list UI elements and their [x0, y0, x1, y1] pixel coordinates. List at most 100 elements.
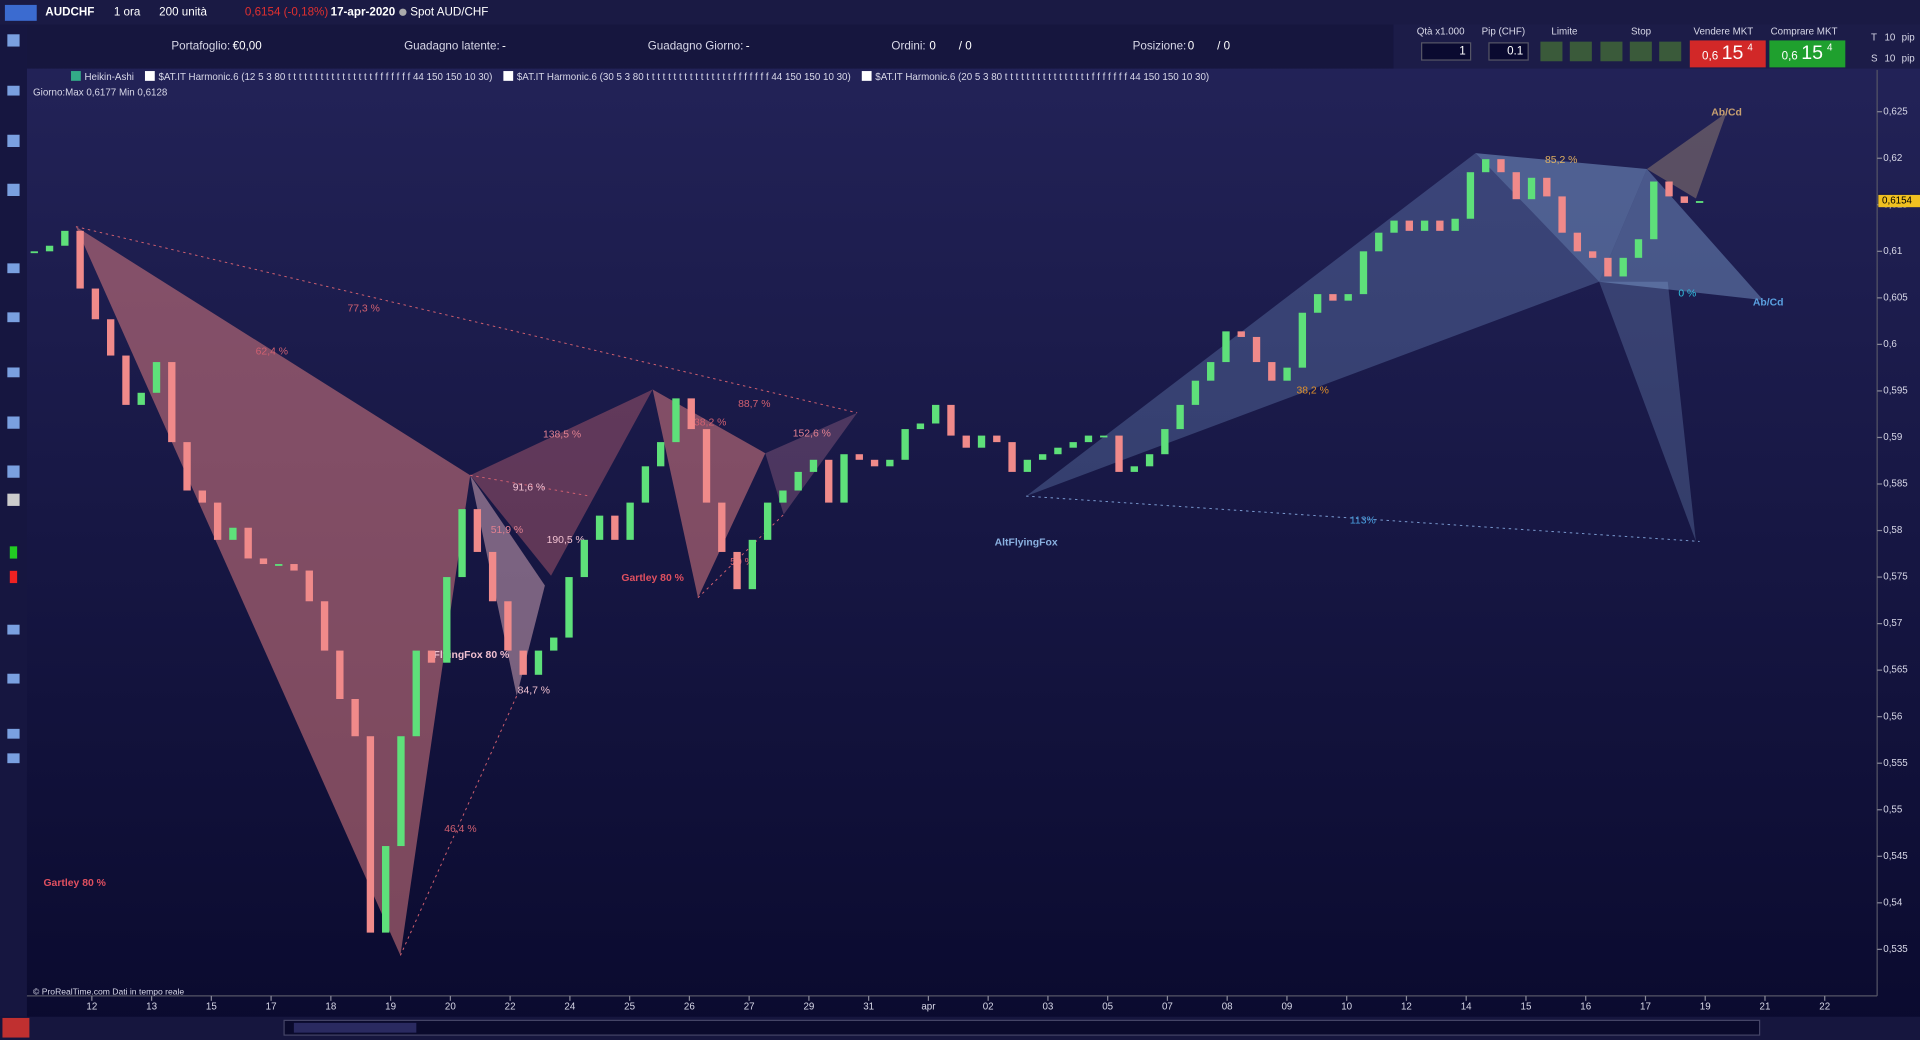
legend-swatch: [144, 71, 155, 81]
sell-button[interactable]: [1689, 40, 1766, 68]
x-tick-label: 17: [266, 1002, 277, 1013]
symbol[interactable]: AUDCHF: [45, 5, 94, 18]
legend-entry: $AT.IT Harmonic.6 (20 5 3 80 t t t t t t…: [875, 72, 1209, 83]
candle: [687, 398, 695, 430]
candle: [672, 398, 680, 443]
candle: [168, 362, 176, 443]
pattern-label: AltFlyingFox: [995, 537, 1058, 548]
annotation: 62,4 %: [256, 346, 288, 357]
button[interactable]: [1600, 41, 1623, 62]
tool-icons[interactable]: [7, 34, 20, 764]
candle: [1038, 454, 1047, 460]
candle: [1176, 404, 1184, 430]
price-suffix: 4: [1827, 42, 1833, 53]
candle: [840, 454, 848, 503]
candle: [1222, 331, 1230, 363]
candle: [1665, 181, 1673, 197]
qty-input[interactable]: [1421, 42, 1472, 61]
candle: [1359, 251, 1368, 295]
annotations: 77,3 % 62,4 % 138,5 % 91,6 % 51,9 % 190,…: [43, 107, 1783, 889]
candle: [305, 570, 313, 602]
candle: [122, 355, 130, 405]
candle: [1023, 459, 1032, 472]
candle: [550, 637, 558, 651]
y-tick-label: 0,55: [1883, 804, 1903, 815]
timeframe[interactable]: 1 ora: [114, 5, 141, 18]
annotation: 0 %: [1678, 289, 1696, 300]
button[interactable]: [1629, 41, 1652, 62]
label: T: [1871, 33, 1877, 44]
price-tag: [1878, 194, 1920, 208]
price-tag-label: 0,6154: [1882, 196, 1912, 207]
y-tick-label: 0,58: [1883, 525, 1903, 536]
y-tick-label: 0,565: [1883, 665, 1908, 676]
label: Stop: [1631, 26, 1652, 37]
value: 0: [929, 40, 936, 53]
y-tick-label: 0,575: [1883, 572, 1908, 583]
candle: [259, 558, 268, 565]
price-prefix: 0,6: [1702, 49, 1718, 62]
button[interactable]: [1659, 41, 1682, 62]
units[interactable]: 200 unità: [159, 5, 207, 18]
toolbar: [0, 0, 1920, 25]
button[interactable]: [1569, 41, 1592, 62]
candle: [794, 471, 802, 491]
candle: [809, 459, 818, 472]
x-tick-label: 24: [564, 1002, 575, 1013]
value: 0: [1188, 40, 1195, 53]
x-tick-label: 09: [1281, 1002, 1292, 1013]
candle: [718, 502, 726, 552]
candle: [626, 502, 634, 540]
candle: [1420, 220, 1429, 231]
candle: [947, 404, 955, 436]
pip[interactable]: 0.1: [1507, 45, 1523, 58]
value: €0,00: [233, 40, 263, 53]
pattern-label: Gartley 80 %: [43, 878, 105, 889]
candle: [1482, 159, 1490, 173]
price-big: 15: [1722, 42, 1744, 64]
candle: [1573, 232, 1582, 252]
pip-input[interactable]: [1488, 42, 1529, 61]
value: 10: [1884, 53, 1895, 64]
scroll-thumb[interactable]: [293, 1022, 417, 1033]
candle: [1115, 435, 1123, 472]
annotation: 46,4 %: [444, 824, 476, 835]
candle: [1237, 331, 1245, 337]
y-tick-label: 0,54: [1883, 897, 1903, 908]
candle: [1436, 220, 1444, 231]
buy-button[interactable]: [1769, 40, 1846, 68]
candle: [1497, 159, 1505, 173]
annotation: 88,7 %: [738, 399, 770, 410]
candle: [1298, 312, 1307, 368]
candle: [107, 319, 115, 356]
candle: [1313, 294, 1322, 313]
candle: [641, 466, 650, 503]
candle: [1130, 466, 1138, 472]
candle: [1634, 239, 1643, 258]
button[interactable]: [2, 1017, 30, 1038]
candle: [565, 577, 573, 638]
button[interactable]: [1540, 41, 1563, 62]
qty[interactable]: 1: [1459, 45, 1465, 58]
y-tick-label: 0,595: [1883, 386, 1908, 397]
candle: [290, 564, 298, 571]
candles: [30, 159, 1704, 933]
y-tick-label: 0,545: [1883, 851, 1908, 862]
pattern-label: FlyingFox 80 %: [434, 650, 510, 661]
candle: [275, 564, 283, 566]
annotation: 190,5 %: [547, 535, 585, 546]
scrollbar[interactable]: [283, 1019, 1761, 1036]
legend-swatch: [71, 71, 81, 81]
candle: [733, 551, 741, 590]
candle: [1695, 201, 1704, 203]
x-tick-label: 15: [1521, 1002, 1532, 1013]
pattern-label: Ab/Cd: [1753, 297, 1784, 308]
x-tick-label: 26: [684, 1002, 695, 1013]
legend-entry: $AT.IT Harmonic.6 (30 5 3 80 t t t t t t…: [517, 72, 851, 83]
x-tick-label: 27: [744, 1002, 755, 1013]
x-tick-label: 19: [385, 1002, 396, 1013]
x-tick-label: apr: [921, 1002, 936, 1013]
x-tick-label: 03: [1042, 1002, 1053, 1013]
